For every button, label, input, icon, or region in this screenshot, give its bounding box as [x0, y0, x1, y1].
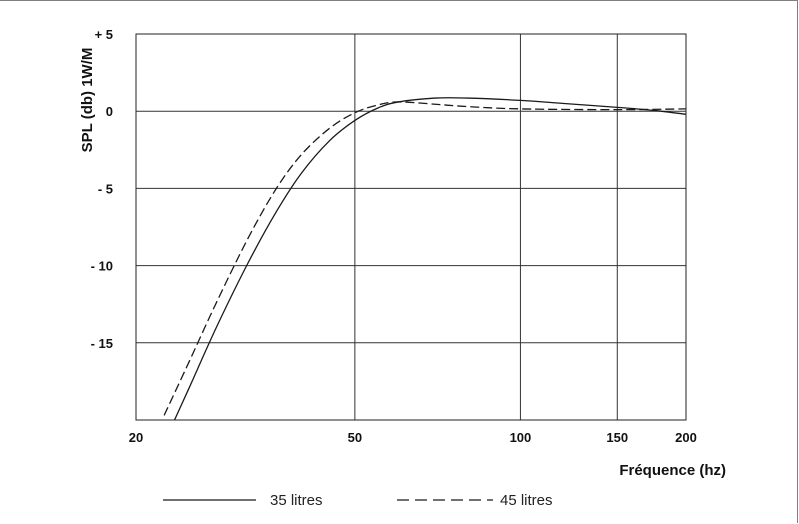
x-tick-label: 150 — [606, 430, 628, 445]
y-tick-label: 0 — [106, 104, 113, 119]
y-tick-label: - 5 — [98, 181, 113, 196]
series-layer — [163, 97, 686, 420]
x-tick-label: 50 — [348, 430, 362, 445]
y-axis-label: SPL (db) 1W/M — [79, 48, 96, 153]
legend-label-1: 35 litres — [270, 492, 323, 509]
legend-label-2: 45 litres — [500, 492, 553, 509]
y-tick-label: - 15 — [91, 336, 113, 351]
x-tick-label: 200 — [675, 430, 697, 445]
plot-area-border — [135, 33, 687, 421]
legend: 35 litres 45 litres — [163, 492, 553, 509]
y-tick-label: + 5 — [95, 27, 113, 42]
x-tick-label: 100 — [510, 430, 532, 445]
tick-labels: + 5 0 - 5 - 10 - 15 20 50 100 150 200 — [91, 27, 697, 445]
series-line-1 — [173, 97, 686, 420]
x-tick-label: 20 — [129, 430, 143, 445]
grid-layer — [135, 33, 687, 420]
x-axis-label: Fréquence (hz) — [619, 462, 726, 479]
y-tick-label: - 10 — [91, 259, 113, 274]
series-line-2 — [163, 101, 686, 416]
